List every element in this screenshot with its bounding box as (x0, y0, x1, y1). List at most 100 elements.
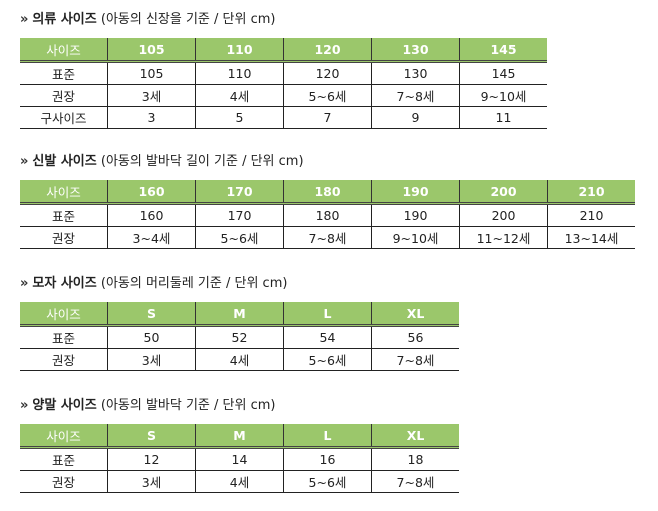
table-cell: 9~10세 (459, 84, 547, 107)
double-chevron-right-icon: » (20, 154, 29, 169)
table-cell: 130 (371, 61, 460, 85)
table-cell: 54 (283, 325, 372, 349)
header-cell: XL (371, 424, 459, 449)
header-cell: 130 (371, 38, 460, 63)
section-note: (아동의 발바닥 기준 / 단위 cm) (100, 398, 276, 413)
section-note: (아동의 신장을 기준 / 단위 cm) (100, 12, 276, 27)
header-cell: 사이즈 (20, 302, 108, 327)
table-cell: 105 (107, 61, 196, 85)
table-header: 사이즈 S M L XL (20, 424, 459, 449)
size-table: 사이즈 160 170 180 190 200 210 표준 160 170 180 190 200 21… (20, 180, 635, 249)
header-cell: M (195, 302, 284, 327)
header-cell: 사이즈 (20, 38, 108, 63)
table-cell: 3~4세 (107, 226, 196, 249)
header-cell: 160 (107, 180, 196, 205)
header-cell: L (283, 302, 372, 327)
header-cell: XL (371, 302, 459, 327)
table-cell: 3세 (107, 84, 196, 107)
header-cell: 210 (547, 180, 635, 205)
header-cell: 120 (283, 38, 372, 63)
header-cell: 사이즈 (20, 180, 108, 205)
table-cell: 7~8세 (371, 84, 460, 107)
double-chevron-right-icon: » (20, 12, 29, 27)
header-cell: 170 (195, 180, 284, 205)
table-cell: 권장 (20, 470, 108, 493)
table-cell: 4세 (195, 348, 284, 371)
table-cell: 표준 (20, 203, 108, 227)
table-cell: 160 (107, 203, 196, 227)
table-cell: 표준 (20, 325, 108, 349)
table-cell: 180 (283, 203, 372, 227)
table-row: 권장 3~4세 5~6세 7~8세 9~10세 11~12세 13~14세 (20, 226, 635, 249)
header-cell: 190 (371, 180, 460, 205)
table-cell: 7~8세 (283, 226, 372, 249)
table-cell: 52 (195, 325, 284, 349)
section-title: » 모자 사이즈 (아동의 머리둘레 기준 / 단위 cm) (20, 274, 459, 294)
header-cell: 145 (459, 38, 547, 63)
table-cell: 5 (195, 106, 284, 129)
table-row: 구사이즈 3 5 7 9 11 (20, 106, 547, 129)
size-section: » 의류 사이즈 (아동의 신장을 기준 / 단위 cm) 사이즈 105 110 120… (20, 10, 547, 129)
table-cell: 200 (459, 203, 548, 227)
table-cell: 5~6세 (283, 348, 372, 371)
table-cell: 권장 (20, 84, 108, 107)
table-cell: 7~8세 (371, 348, 459, 371)
size-table: 사이즈 S M L XL 표준 12 14 16 18 권장 3세 4세 5~6세 7~8세 (20, 424, 459, 493)
table-cell: 120 (283, 61, 372, 85)
section-note: (아동의 머리둘레 기준 / 단위 cm) (100, 276, 288, 291)
section-title-bold: 신발 사이즈 (32, 154, 97, 169)
section-title: » 양말 사이즈 (아동의 발바닥 기준 / 단위 cm) (20, 396, 459, 416)
section-title: » 의류 사이즈 (아동의 신장을 기준 / 단위 cm) (20, 10, 547, 30)
table-cell: 110 (195, 61, 284, 85)
table-cell: 50 (107, 325, 196, 349)
table-header: 사이즈 160 170 180 190 200 210 (20, 180, 635, 205)
table-cell: 12 (107, 447, 196, 471)
header-cell: 105 (107, 38, 196, 63)
size-table: 사이즈 105 110 120 130 145 표준 105 110 120 130 145 권장 3세 4… (20, 38, 547, 129)
table-cell: 11 (459, 106, 547, 129)
table-cell: 표준 (20, 447, 108, 471)
table-cell: 11~12세 (459, 226, 548, 249)
size-table: 사이즈 S M L XL 표준 50 52 54 56 권장 3세 4세 5~6세 7~8세 (20, 302, 459, 371)
table-cell: 3 (107, 106, 196, 129)
table-cell: 56 (371, 325, 459, 349)
table-row: 표준 12 14 16 18 (20, 447, 459, 471)
section-title-bold: 의류 사이즈 (32, 12, 97, 27)
header-cell: 110 (195, 38, 284, 63)
header-cell: S (107, 302, 196, 327)
section-title: » 신발 사이즈 (아동의 발바닥 길이 기준 / 단위 cm) (20, 152, 635, 172)
table-header: 사이즈 105 110 120 130 145 (20, 38, 547, 63)
table-cell: 3세 (107, 470, 196, 493)
table-cell: 4세 (195, 470, 284, 493)
section-title-bold: 양말 사이즈 (32, 398, 97, 413)
table-cell: 16 (283, 447, 372, 471)
header-cell: S (107, 424, 196, 449)
table-cell: 3세 (107, 348, 196, 371)
table-cell: 5~6세 (283, 470, 372, 493)
table-header: 사이즈 S M L XL (20, 302, 459, 327)
table-cell: 권장 (20, 226, 108, 249)
section-note: (아동의 발바닥 길이 기준 / 단위 cm) (100, 154, 304, 169)
table-cell: 5~6세 (283, 84, 372, 107)
size-section: » 양말 사이즈 (아동의 발바닥 기준 / 단위 cm) 사이즈 S M L XL 표준 12… (20, 396, 459, 493)
table-cell: 7~8세 (371, 470, 459, 493)
double-chevron-right-icon: » (20, 398, 29, 413)
table-row: 권장 3세 4세 5~6세 7~8세 (20, 348, 459, 371)
table-row: 권장 3세 4세 5~6세 7~8세 (20, 470, 459, 493)
table-row: 표준 50 52 54 56 (20, 325, 459, 349)
table-cell: 18 (371, 447, 459, 471)
size-section: » 모자 사이즈 (아동의 머리둘레 기준 / 단위 cm) 사이즈 S M L XL 표준 5… (20, 274, 459, 371)
table-cell: 13~14세 (547, 226, 635, 249)
double-chevron-right-icon: » (20, 276, 29, 291)
table-row: 표준 160 170 180 190 200 210 (20, 203, 635, 227)
table-cell: 5~6세 (195, 226, 284, 249)
table-cell: 190 (371, 203, 460, 227)
table-cell: 표준 (20, 61, 108, 85)
table-cell: 210 (547, 203, 635, 227)
header-cell: M (195, 424, 284, 449)
section-title-bold: 모자 사이즈 (32, 276, 97, 291)
header-cell: 200 (459, 180, 548, 205)
table-row: 표준 105 110 120 130 145 (20, 61, 547, 85)
table-cell: 구사이즈 (20, 106, 108, 129)
header-cell: 사이즈 (20, 424, 108, 449)
